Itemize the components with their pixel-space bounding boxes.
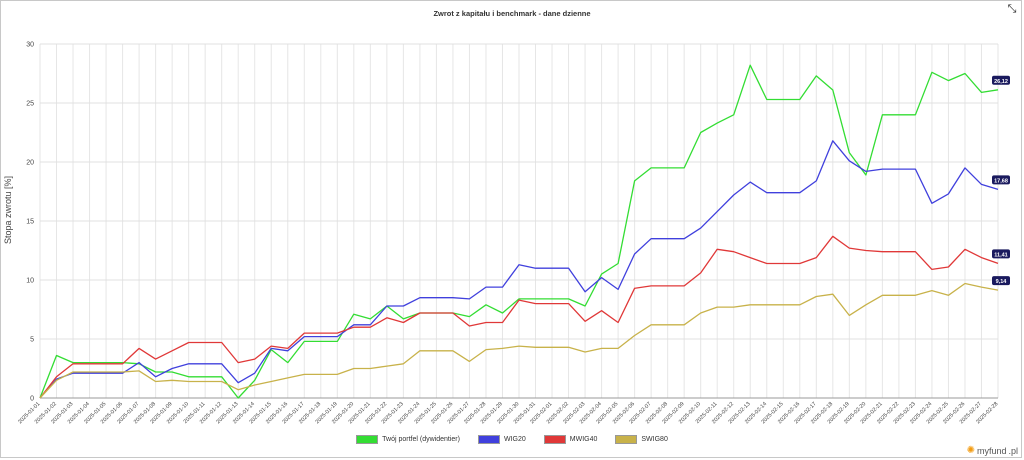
end-value-badge <box>992 249 1010 259</box>
end-value-badge <box>992 276 1010 286</box>
y-tick-label: 30 <box>26 42 34 49</box>
y-tick-label: 25 <box>26 101 34 108</box>
legend-item-wig20[interactable]: WIG20 <box>477 435 526 444</box>
legend-item-portfolio[interactable]: Twój portfel (dywidentier) <box>356 435 460 444</box>
y-tick-label: 5 <box>30 337 34 344</box>
chart-title: Zwrot z kapitału i benchmark - dane dzie… <box>433 9 591 18</box>
end-value-label: 9,14 <box>996 279 1008 285</box>
brand-name: myfund <box>976 445 1007 456</box>
y-tick-label: 0 <box>30 396 34 403</box>
expand-arrows-icon[interactable]: ⤡ <box>1007 3 1017 15</box>
legend-swatch <box>543 435 566 444</box>
legend-item-mwig40[interactable]: MWIG40 <box>543 435 598 444</box>
legend-label: Twój portfel (dywidentier) <box>382 436 460 443</box>
legend-label: WIG20 <box>503 436 526 443</box>
legend-swatch <box>615 435 638 444</box>
legend-swatch <box>477 435 500 444</box>
y-tick-label: 20 <box>26 160 34 167</box>
end-value-badge <box>992 75 1010 85</box>
series-line-swig80 <box>39 282 999 399</box>
series-line-wig20 <box>39 140 999 399</box>
legend-label: SWIG80 <box>641 436 668 443</box>
brand-logo[interactable]: ✺ myfund .pl <box>967 445 1018 456</box>
myfund-logo-icon: ✺ <box>966 445 975 456</box>
end-value-badge <box>992 175 1010 185</box>
series-line-twj <box>39 64 999 399</box>
end-value-label: 26,12 <box>994 79 1008 85</box>
end-value-label: 17,68 <box>994 178 1008 184</box>
end-value-label: 11,41 <box>994 252 1007 258</box>
y-tick-label: 10 <box>26 278 34 285</box>
legend-label: MWIG40 <box>569 436 598 443</box>
y-tick-label: 15 <box>26 219 34 226</box>
legend-swatch <box>356 435 379 444</box>
legend-item-swig80[interactable]: SWIG80 <box>615 435 668 444</box>
legend: Twój portfel (dywidentier) WIG20 MWIG40 … <box>0 435 1024 444</box>
series-line-mwig40 <box>39 235 999 399</box>
brand-suffix: .pl <box>1008 445 1018 456</box>
